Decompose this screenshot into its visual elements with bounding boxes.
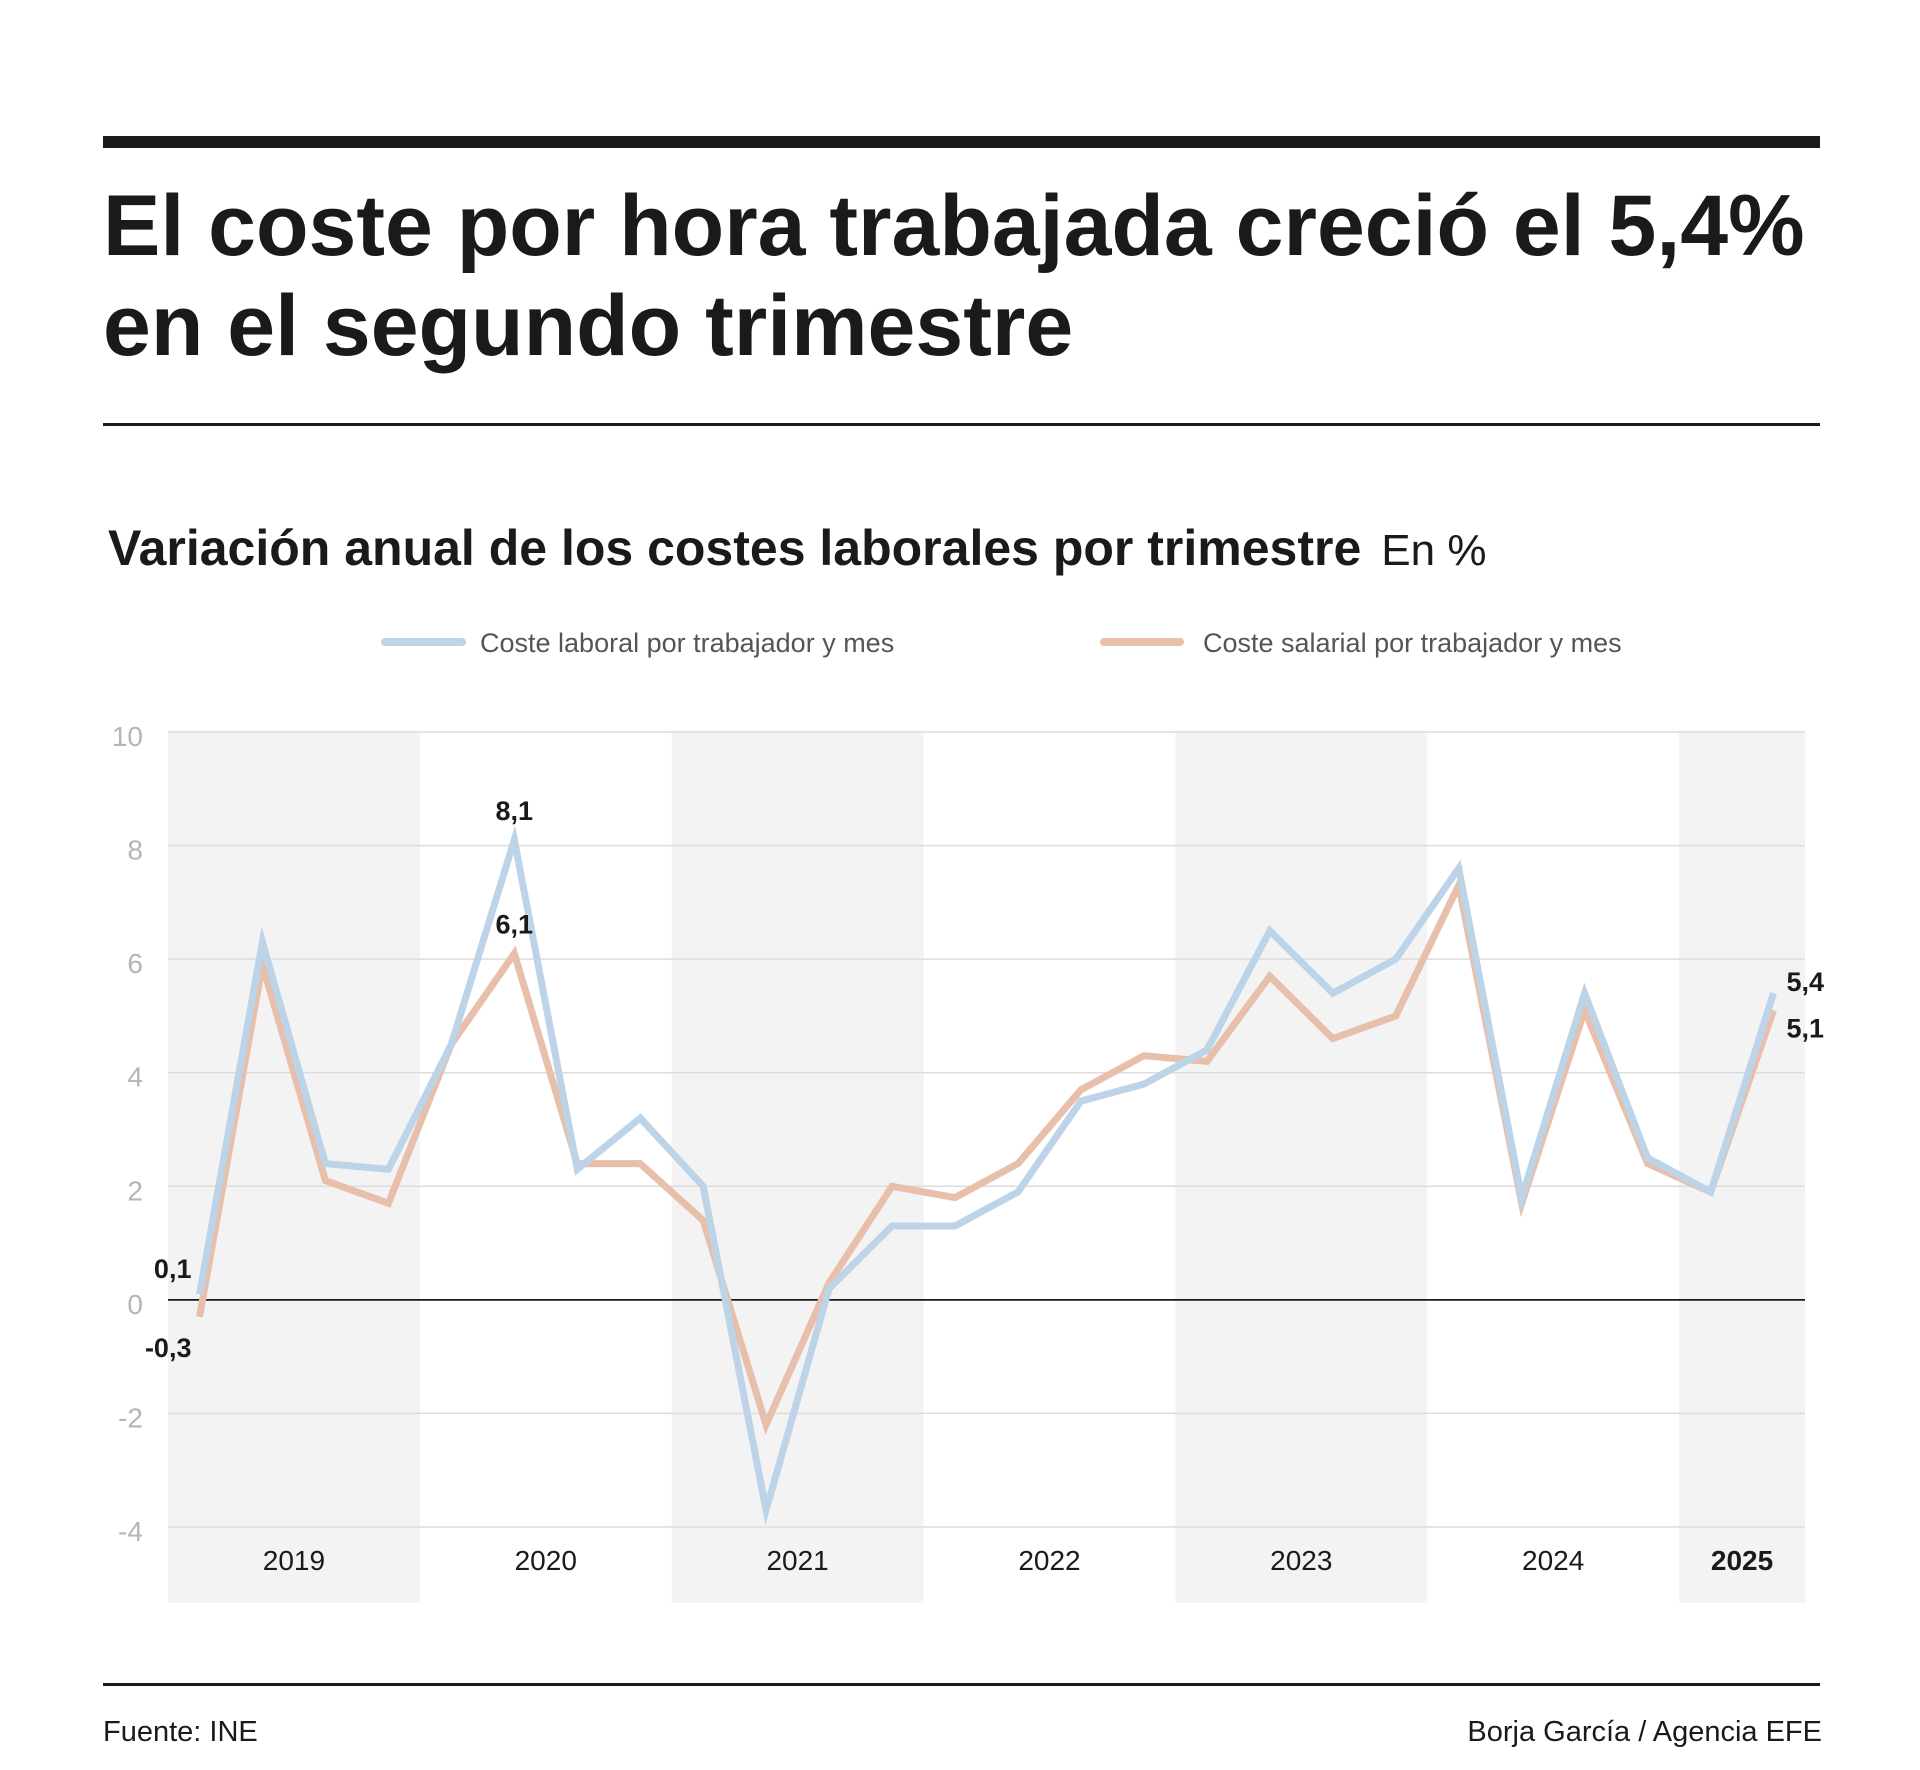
data-label: -0,3 (145, 1333, 192, 1363)
y-tick-label: 2 (127, 1175, 143, 1206)
year-label: 2022 (1018, 1545, 1080, 1576)
year-band (1679, 732, 1805, 1603)
top-rule (103, 136, 1820, 148)
y-tick-label: 8 (127, 835, 143, 866)
data-labels: 0,1 -0,3 8,1 6,1 5,4 5,1 (145, 796, 1824, 1363)
year-band (1175, 732, 1428, 1603)
line-chart: 10 8 6 4 2 0 -2 -4 2019 2020 2021 2022 2023 2024 2025… (112, 628, 1824, 1603)
credit-note: Borja García / Agencia EFE (1467, 1716, 1822, 1748)
year-label: 2025 (1711, 1545, 1773, 1576)
legend-label: Coste salarial por trabajador y mes (1203, 628, 1622, 658)
chart-subtitle: Variación anual de los costes laborales … (108, 518, 1486, 581)
y-tick-label: 4 (127, 1062, 143, 1093)
series-line-laboral (196, 825, 1777, 1526)
year-band (671, 732, 924, 1603)
y-axis-ticks: 10 8 6 4 2 0 -2 -4 (112, 721, 143, 1547)
y-tick-label: -4 (118, 1516, 143, 1547)
x-axis-years: 2019 2020 2021 2022 2023 2024 2025 (263, 1545, 1773, 1576)
year-bands (168, 732, 1805, 1603)
source-note: Fuente: INE (103, 1716, 258, 1748)
data-label: 5,1 (1787, 1013, 1825, 1043)
y-tick-label: 10 (112, 721, 143, 752)
year-label: 2019 (263, 1545, 325, 1576)
y-tick-label: 0 (127, 1289, 143, 1320)
footer-divider (103, 1683, 1820, 1686)
chart-subtitle-text: Variación anual de los costes laborales … (108, 520, 1362, 576)
data-label: 0,1 (154, 1254, 192, 1284)
year-label: 2023 (1270, 1545, 1332, 1576)
y-tick-label: -2 (118, 1402, 143, 1433)
year-label: 2024 (1522, 1545, 1584, 1576)
data-label: 8,1 (496, 796, 534, 826)
title-divider (103, 423, 1820, 426)
y-tick-label: 6 (127, 948, 143, 979)
year-label: 2021 (766, 1545, 828, 1576)
page-title: El coste por hora trabajada creció el 5,… (103, 178, 1805, 374)
year-label: 2020 (515, 1545, 577, 1576)
data-label: 5,4 (1787, 967, 1825, 997)
series-lines (196, 825, 1777, 1526)
chart-unit: En % (1381, 526, 1487, 575)
legend-label: Coste laboral por trabajador y mes (480, 628, 894, 658)
legend: Coste laboral por trabajador y mes Coste … (381, 628, 1622, 658)
data-label: 6,1 (496, 909, 534, 939)
